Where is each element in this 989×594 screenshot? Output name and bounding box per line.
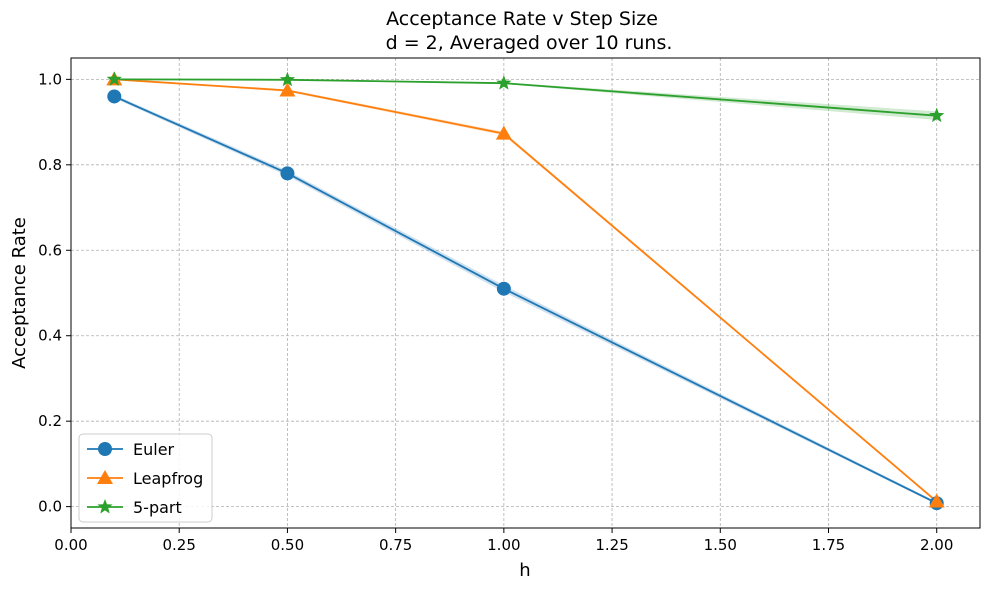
leapfrog-band (114, 79, 937, 503)
leapfrog-legend-marker (97, 470, 113, 484)
y-tick-label: 0.2 (38, 412, 62, 430)
series-lines (113, 78, 938, 505)
leapfrog-line (114, 78, 938, 503)
x-tick-label: 0.75 (379, 536, 412, 554)
x-tick-label: 0.25 (163, 536, 196, 554)
5-part-point (929, 107, 945, 123)
x-tick-label: 0.00 (54, 536, 87, 554)
y-axis-label: Acceptance Rate (9, 217, 30, 369)
5-part-point (279, 71, 296, 87)
plot-frame (70, 57, 981, 529)
x-tick-label: 1.00 (487, 536, 520, 554)
chart-subtitle: d = 2, Averaged over 10 runs. (386, 32, 673, 54)
euler-point (107, 89, 122, 104)
legend: Euler Leapfrog 5-part (78, 433, 213, 523)
legend-label: Leapfrog (133, 469, 203, 488)
5-part-point (496, 75, 512, 90)
5-part-legend-marker (97, 499, 113, 514)
legend-label: Euler (133, 440, 175, 459)
y-tick-label: 0.8 (38, 156, 62, 174)
euler-point (496, 281, 511, 296)
series-markers (106, 71, 945, 511)
leapfrog-point (279, 82, 296, 97)
y-tick-label: 0.0 (38, 498, 62, 516)
euler-point (280, 166, 295, 181)
x-tick-label: 1.25 (595, 536, 628, 554)
leapfrog-point (928, 493, 945, 508)
y-tick-label: 0.4 (38, 327, 62, 345)
confidence-bands (114, 79, 937, 505)
x-tick-label: 2.00 (920, 536, 953, 554)
legend-box (78, 433, 213, 523)
x-tick-label: 0.50 (271, 536, 304, 554)
euler-legend-marker (98, 442, 112, 456)
chart-title: Acceptance Rate v Step Size (386, 8, 658, 30)
5-part-point (106, 71, 122, 86)
legend-label: 5-part (133, 498, 182, 517)
5-part-line (114, 78, 937, 117)
y-tick-label: 0.6 (38, 241, 62, 259)
x-axis-label: h (519, 560, 530, 581)
axis-ticks: 0.00 0.25 0.50 0.75 1.00 1.25 1.50 1.75 2.00 0.0 0… (38, 70, 953, 554)
x-tick-label: 1.50 (704, 536, 737, 554)
euler-line (113, 95, 938, 505)
x-tick-label: 1.75 (812, 536, 845, 554)
leapfrog-point (495, 125, 512, 140)
y-tick-label: 1.0 (38, 70, 62, 88)
